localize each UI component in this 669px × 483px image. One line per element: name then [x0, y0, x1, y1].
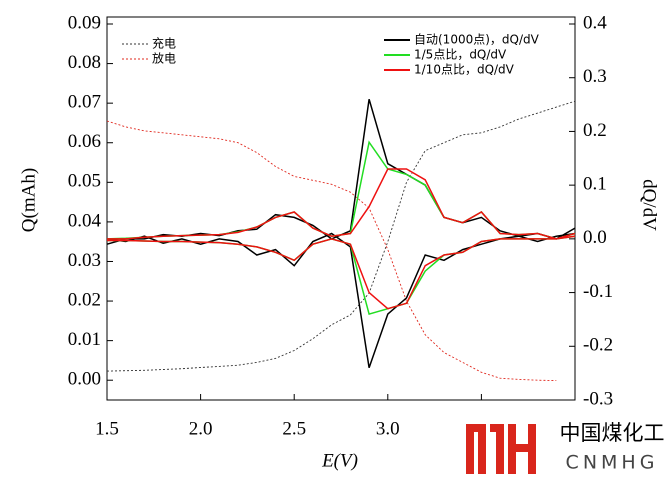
y2-tick-label: 0.0 [583, 227, 607, 248]
x-tick-label: 2.0 [189, 418, 213, 439]
logo-text: 中国煤化工 [560, 421, 665, 445]
plot-frame [106, 16, 576, 401]
y-tick-label: 0.06 [68, 131, 101, 152]
series-line [107, 168, 576, 310]
y2-tick-label: 0.4 [583, 12, 607, 33]
x-tick-label: 1.5 [95, 418, 119, 439]
legend-label: 1/10点比，dQ/dV [414, 63, 515, 77]
y-tick-label: 0.07 [68, 92, 101, 113]
y-tick-label: 0.02 [68, 289, 101, 310]
x-tick-label: 3.0 [376, 418, 400, 439]
y2-axis-label: dQ/dV [639, 179, 660, 231]
logo-mark [466, 424, 536, 474]
y2-tick-label: 0.2 [583, 120, 607, 141]
y-tick-label: 0.05 [68, 171, 101, 192]
series-line [106, 140, 576, 316]
legend-label: 自动(1000点)，dQ/dV [414, 33, 540, 47]
y-tick-label: 0.09 [68, 12, 101, 33]
y2-tick-label: -0.2 [583, 335, 613, 356]
series-line [106, 100, 576, 372]
logo: 中国煤化工 CNMHG [462, 418, 665, 480]
y-tick-label: 0.08 [68, 52, 101, 73]
y2-tick-label: 0.3 [583, 66, 607, 87]
y2-tick-label: 0.1 [583, 174, 607, 195]
legend-label: 1/5点比，dQ/dV [414, 48, 507, 62]
series-line [106, 120, 557, 382]
logo-text: CNMHG [566, 452, 659, 474]
x-tick-label: 2.5 [282, 418, 306, 439]
y-tick-label: 0.00 [68, 369, 101, 390]
y2-tick-label: -0.3 [583, 388, 613, 409]
y-tick-label: 0.04 [68, 210, 102, 231]
x-axis-label: E(V) [321, 450, 358, 471]
y2-tick-label: -0.1 [583, 281, 613, 302]
legend-label: 充电 [152, 36, 176, 51]
legend-label: 放电 [152, 51, 176, 66]
y-tick-label: 0.03 [68, 250, 101, 271]
y-axis-label: Q(mAh) [18, 168, 39, 232]
y-tick-label: 0.01 [68, 329, 101, 350]
